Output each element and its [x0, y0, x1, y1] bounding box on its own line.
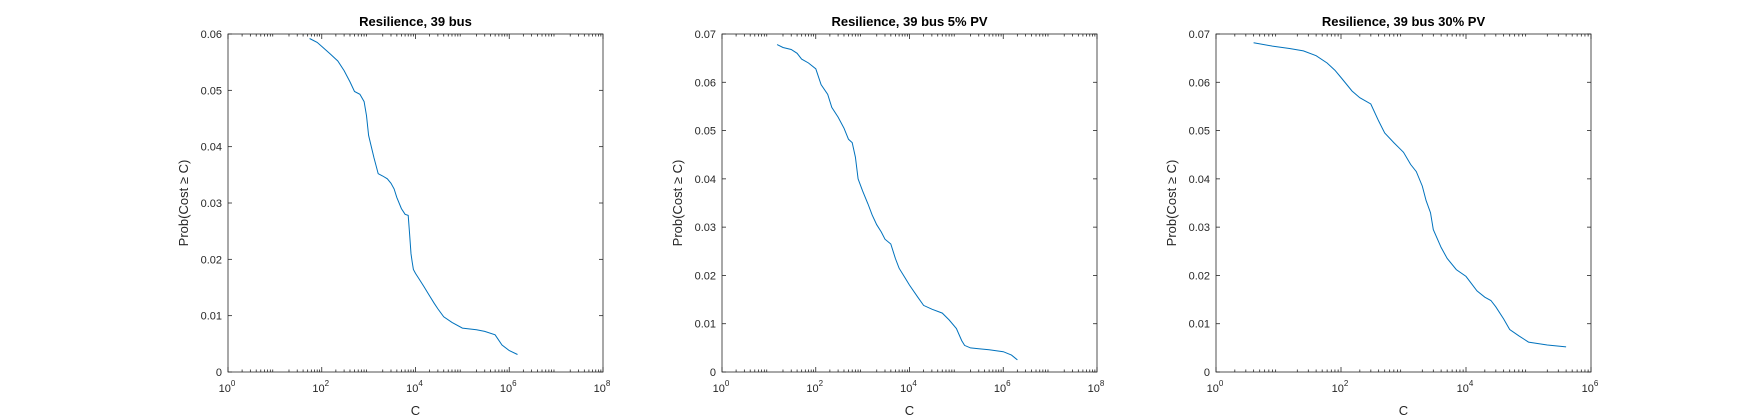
y-tick-label: 0 — [216, 367, 222, 379]
x-tick-label: 102 — [312, 379, 329, 395]
y-tick-label: 0.06 — [695, 77, 716, 89]
y-tick-label: 0.03 — [1189, 222, 1210, 234]
y-tick-label: 0.04 — [201, 142, 222, 154]
y-tick-label: 0.02 — [1189, 270, 1210, 282]
y-tick-label: 0 — [710, 367, 716, 379]
series-line — [309, 38, 518, 355]
x-tick-label: 104 — [1457, 379, 1474, 395]
y-tick-label: 0.06 — [1189, 77, 1210, 89]
x-tick-label: 108 — [1088, 379, 1105, 395]
x-tick-label: 100 — [219, 379, 236, 395]
x-tick-label: 100 — [1207, 379, 1224, 395]
x-tick-label: 100 — [713, 379, 730, 395]
y-tick-label: 0.04 — [695, 174, 716, 186]
y-tick-label: 0 — [1204, 367, 1210, 379]
x-tick-label: 108 — [594, 379, 611, 395]
y-axis-label: Prob(Cost ≥ C) — [1164, 160, 1179, 247]
y-axis-label: Prob(Cost ≥ C) — [176, 160, 191, 247]
x-tick-label: 106 — [1582, 379, 1599, 395]
y-tick-label: 0.01 — [1189, 319, 1210, 331]
y-tick-label: 0.06 — [201, 29, 222, 41]
x-tick-label: 104 — [406, 379, 423, 395]
chart-title: Resilience, 39 bus — [359, 14, 472, 29]
y-tick-label: 0.07 — [695, 29, 716, 41]
x-tick-label: 102 — [806, 379, 823, 395]
y-tick-label: 0.05 — [201, 85, 222, 97]
y-tick-label: 0.07 — [1189, 29, 1210, 41]
chart-1: Resilience, 39 bus C Prob(Cost ≥ C) 0 0.01 0.… — [176, 14, 611, 418]
x-tick-label: 106 — [500, 379, 517, 395]
series-line — [776, 44, 1018, 361]
chart-2: Resilience, 39 bus 5% PV C Prob(Cost ≥ C) 0… — [670, 14, 1105, 418]
x-axis-label: C — [411, 403, 420, 418]
axes-box — [721, 33, 1098, 373]
x-axis-label: C — [905, 403, 914, 418]
chart-title: Resilience, 39 bus 30% PV — [1322, 14, 1486, 29]
y-tick-label: 0.02 — [201, 254, 222, 266]
y-tick-label: 0.01 — [695, 319, 716, 331]
x-tick-label: 102 — [1332, 379, 1349, 395]
chart-3: Resilience, 39 bus 30% PV C Prob(Cost ≥ C)… — [1164, 14, 1599, 418]
y-tick-label: 0.02 — [695, 270, 716, 282]
y-tick-label: 0.04 — [1189, 174, 1210, 186]
y-tick-label: 0.03 — [201, 198, 222, 210]
x-tick-label: 106 — [994, 379, 1011, 395]
y-tick-label: 0.05 — [695, 126, 716, 138]
x-tick-label: 104 — [900, 379, 917, 395]
chart-title: Resilience, 39 bus 5% PV — [831, 14, 987, 29]
y-tick-label: 0.05 — [1189, 126, 1210, 138]
y-tick-label: 0.01 — [201, 311, 222, 323]
x-axis-label: C — [1399, 403, 1408, 418]
y-tick-label: 0.03 — [695, 222, 716, 234]
axes-box — [227, 33, 604, 373]
series-line — [1253, 42, 1567, 348]
axes-box — [1215, 33, 1592, 373]
y-axis-label: Prob(Cost ≥ C) — [670, 160, 685, 247]
